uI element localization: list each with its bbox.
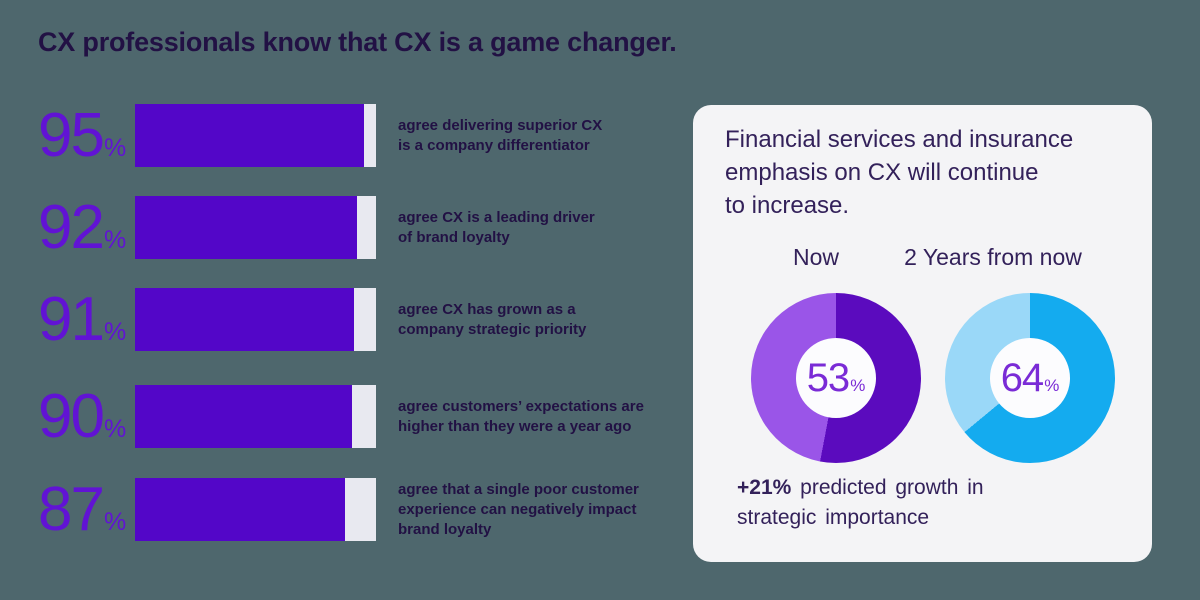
stat-value-number: 92 bbox=[38, 192, 105, 262]
stat-percent-sign: % bbox=[103, 317, 127, 346]
stat-value-number: 95 bbox=[38, 100, 105, 170]
stat-value: 87% bbox=[38, 478, 134, 541]
stat-bar-fill bbox=[135, 104, 364, 167]
stat-value-wrap: 95% bbox=[38, 100, 127, 170]
stat-description: agree delivering superior CX is a compan… bbox=[398, 116, 603, 154]
donut-hole-now: 53% bbox=[796, 338, 876, 418]
stat-row: 91% agree CX has grown as a company strat… bbox=[38, 288, 688, 351]
donut-value-now: 53 bbox=[806, 356, 850, 400]
donut-percent-sign-future: % bbox=[1044, 376, 1060, 395]
stat-bar-track bbox=[135, 478, 376, 541]
stat-row: 92% agree CX is a leading driver of brand… bbox=[38, 196, 688, 259]
page-title: CX professionals know that CX is a game … bbox=[38, 27, 677, 57]
stat-description: agree CX is a leading driver of brand lo… bbox=[398, 208, 595, 246]
stat-value: 90% bbox=[38, 385, 134, 448]
stat-description: agree that a single poor customer experi… bbox=[398, 480, 639, 538]
stat-value-wrap: 92% bbox=[38, 192, 127, 262]
stat-percent-sign: % bbox=[103, 507, 127, 536]
growth-value: +21% bbox=[737, 476, 792, 499]
stat-value: 91% bbox=[38, 288, 134, 351]
stat-description: agree customers’ expectations are higher… bbox=[398, 397, 644, 435]
card-heading: Financial services and insurance emphasi… bbox=[725, 126, 1074, 219]
donut-center-future: 64% bbox=[1001, 358, 1060, 398]
stat-bar-fill bbox=[135, 196, 357, 259]
stat-bar-fill bbox=[135, 478, 345, 541]
stat-percent-sign: % bbox=[103, 414, 127, 443]
stat-value-number: 91 bbox=[38, 284, 105, 354]
stat-bar-track bbox=[135, 196, 376, 259]
donut-center-now: 53% bbox=[807, 358, 866, 398]
stat-description: agree CX has grown as a company strategi… bbox=[398, 300, 587, 338]
stat-row: 90% agree customers’ expectations are hig… bbox=[38, 385, 688, 448]
stat-bar-fill bbox=[135, 385, 352, 448]
stat-bar-track bbox=[135, 288, 376, 351]
stat-value-wrap: 91% bbox=[38, 284, 127, 354]
stat-value-wrap: 87% bbox=[38, 474, 127, 544]
stat-row: 87% agree that a single poor customer exp… bbox=[38, 478, 688, 541]
stat-percent-sign: % bbox=[103, 133, 127, 162]
donut-percent-sign-now: % bbox=[850, 376, 866, 395]
stat-value-number: 87 bbox=[38, 474, 105, 544]
stat-value-number: 90 bbox=[38, 381, 105, 451]
donut-chart-future: 64% bbox=[945, 293, 1115, 463]
stat-row: 95% agree delivering superior CX is a com… bbox=[38, 104, 688, 167]
donut-hole-future: 64% bbox=[990, 338, 1070, 418]
donut-chart-now: 53% bbox=[751, 293, 921, 463]
donut-label-future: 2 Years from now bbox=[904, 244, 1082, 270]
stat-bar-track bbox=[135, 104, 376, 167]
stat-bar-track bbox=[135, 385, 376, 448]
donut-label-now: Now bbox=[792, 244, 840, 270]
stat-value: 92% bbox=[38, 196, 134, 259]
stat-bar-fill bbox=[135, 288, 355, 351]
stat-value-wrap: 90% bbox=[38, 381, 127, 451]
stat-value: 95% bbox=[38, 104, 134, 167]
growth-text: predicted growth in strategic importance bbox=[737, 476, 984, 529]
stat-percent-sign: % bbox=[103, 225, 127, 254]
financial-services-card: Financial services and insurance emphasi… bbox=[693, 105, 1152, 562]
growth-note: +21% predicted growth in strategic impor… bbox=[737, 473, 984, 533]
donut-value-future: 64 bbox=[1000, 356, 1044, 400]
bar-chart: 95% agree delivering superior CX is a com… bbox=[38, 0, 688, 600]
